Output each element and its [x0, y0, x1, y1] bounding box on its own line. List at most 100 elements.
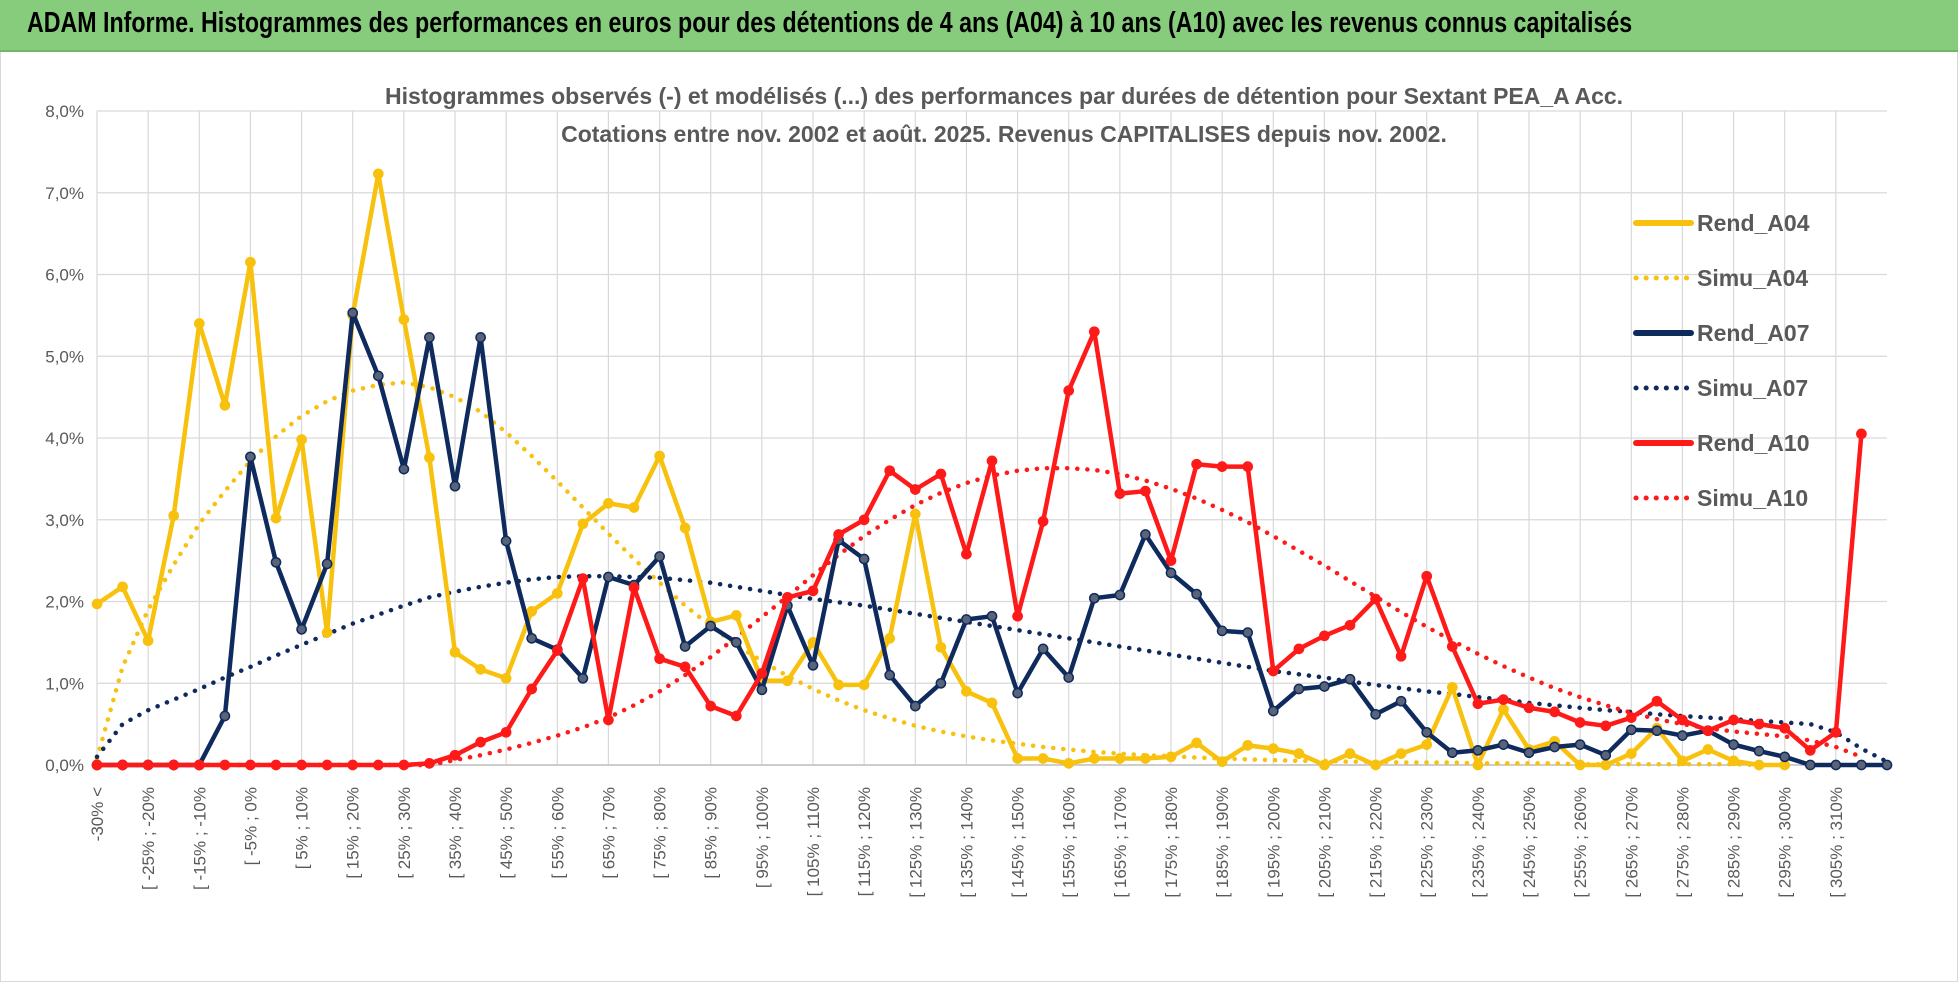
- point-Rend_A04: [1625, 748, 1637, 759]
- point-Rend_A07: [935, 677, 947, 689]
- legend: Rend_A04 Simu_A04 Rend_A07 Simu_A07 Rend_A10…: [1633, 210, 1810, 511]
- point-Rend_A04: [1293, 748, 1305, 759]
- x-tick-label: [ 105% ; 110%: [804, 787, 823, 896]
- point-Rend_A04: [1446, 681, 1458, 693]
- point-Rend_A07: [807, 659, 819, 671]
- x-tick-label: [ -5% ; 0%: [241, 787, 260, 865]
- point-Rend_A04: [91, 598, 103, 610]
- point-Rend_A10: [1037, 516, 1049, 527]
- point-Rend_A10: [1728, 714, 1739, 726]
- point-Rend_A04: [1498, 704, 1509, 715]
- point-Rend_A04: [500, 672, 512, 684]
- point-Rend_A07: [296, 623, 307, 635]
- point-Rend_A04: [1242, 740, 1254, 751]
- point-Rend_A07: [1728, 739, 1739, 750]
- point-Rend_A10: [1395, 650, 1407, 662]
- point-Rend_A10: [1216, 461, 1228, 472]
- legend-label-Rend_A04: Rend_A04: [1697, 210, 1810, 236]
- point-Rend_A10: [807, 585, 819, 597]
- point-Rend_A07: [1267, 705, 1279, 717]
- point-Rend_A07: [1344, 673, 1356, 685]
- point-Rend_A04: [551, 587, 563, 599]
- point-Rend_A07: [475, 332, 486, 343]
- point-Rend_A07: [1088, 592, 1100, 604]
- point-Rend_A10: [1651, 695, 1663, 707]
- point-Rend_A04: [219, 399, 231, 411]
- x-tick-label: [ 275% ; 280%: [1673, 787, 1692, 898]
- point-Rend_A04: [1088, 753, 1100, 764]
- point-Rend_A10: [961, 548, 972, 560]
- point-Rend_A07: [603, 571, 614, 583]
- point-Rend_A04: [526, 605, 538, 617]
- point-Rend_A10: [603, 714, 614, 726]
- point-Rend_A10: [193, 759, 205, 771]
- point-Rend_A10: [270, 759, 282, 771]
- point-Rend_A07: [1037, 643, 1049, 655]
- point-Rend_A04: [321, 627, 333, 638]
- point-Rend_A07: [1779, 751, 1791, 763]
- point-Rend_A10: [1114, 488, 1126, 499]
- point-Rend_A10: [1702, 725, 1714, 737]
- legend-label-Simu_A07: Simu_A07: [1697, 375, 1808, 401]
- point-Rend_A10: [833, 529, 844, 540]
- point-Rend_A10: [168, 759, 180, 771]
- point-Rend_A04: [730, 610, 742, 621]
- legend-label-Simu_A10: Simu_A10: [1697, 485, 1808, 511]
- y-tick-label: 0,0%: [45, 756, 84, 775]
- point-Rend_A10: [1421, 570, 1433, 582]
- point-Rend_A07: [1216, 625, 1228, 637]
- point-Rend_A10: [782, 592, 793, 603]
- point-Rend_A07: [1370, 708, 1381, 720]
- point-Rend_A04: [1191, 737, 1202, 749]
- point-Rend_A04: [1012, 753, 1023, 764]
- x-tick-label: [ 175% ; 180%: [1162, 787, 1181, 898]
- point-Rend_A07: [705, 620, 717, 632]
- point-Rend_A10: [1242, 461, 1254, 472]
- point-Rend_A07: [1625, 724, 1637, 736]
- x-tick-label: [ 55% ; 60%: [548, 787, 567, 879]
- header-banner: ADAM Informe. Histogrammes des performan…: [0, 0, 1958, 52]
- x-tick-label: [ 5% ; 10%: [293, 787, 312, 869]
- point-Rend_A07: [654, 551, 665, 562]
- point-Rend_A07: [1549, 741, 1560, 753]
- chart-title-line-2: Cotations entre nov. 2002 et août. 2025.…: [561, 121, 1447, 147]
- point-Rend_A07: [449, 480, 461, 492]
- y-tick-label: 8,0%: [45, 102, 84, 121]
- point-Rend_A10: [1370, 593, 1381, 605]
- x-tick-label: [ 125% ; 130%: [906, 787, 925, 898]
- point-Rend_A10: [909, 484, 921, 495]
- y-axis-ticks: 0,0% 1,0% 2,0% 3,0% 4,0% 5,0% 6,0% 7,0% 8,0%: [45, 102, 84, 775]
- x-tick-label: [ -25% ; -20%: [139, 787, 158, 890]
- x-tick-label: [ 205% ; 210%: [1315, 787, 1334, 898]
- point-Rend_A04: [603, 498, 614, 509]
- x-tick-label: [ 215% ; 220%: [1367, 787, 1386, 898]
- point-Rend_A10: [245, 759, 256, 771]
- point-Rend_A10: [1779, 722, 1791, 734]
- point-Rend_A10: [1063, 385, 1075, 396]
- point-Rend_A04: [1421, 739, 1433, 750]
- point-Rend_A10: [449, 749, 461, 761]
- point-Rend_A04: [1395, 748, 1407, 759]
- point-Rend_A10: [705, 700, 717, 712]
- point-Rend_A10: [1319, 630, 1330, 642]
- point-Rend_A10: [142, 759, 154, 771]
- legend-label-Rend_A10: Rend_A10: [1697, 430, 1809, 456]
- point-Rend_A10: [935, 468, 947, 480]
- point-Rend_A07: [858, 553, 870, 565]
- point-Rend_A10: [372, 759, 384, 771]
- point-Rend_A04: [296, 434, 307, 445]
- point-Rend_A07: [1651, 725, 1663, 737]
- point-Rend_A04: [986, 697, 998, 709]
- x-tick-label: [ 195% ; 200%: [1264, 787, 1283, 898]
- point-Rend_A07: [1856, 759, 1867, 771]
- point-Rend_A10: [756, 668, 768, 679]
- point-Rend_A04: [449, 646, 461, 658]
- point-Rend_A07: [398, 463, 410, 475]
- point-Rend_A04: [884, 632, 896, 644]
- point-Rend_A07: [1012, 687, 1023, 699]
- x-tick-label: [ 185% ; 190%: [1213, 787, 1232, 898]
- point-Rend_A10: [1191, 458, 1202, 470]
- point-Rend_A07: [1242, 627, 1254, 638]
- point-Rend_A04: [1114, 753, 1126, 764]
- point-Rend_A10: [986, 455, 998, 467]
